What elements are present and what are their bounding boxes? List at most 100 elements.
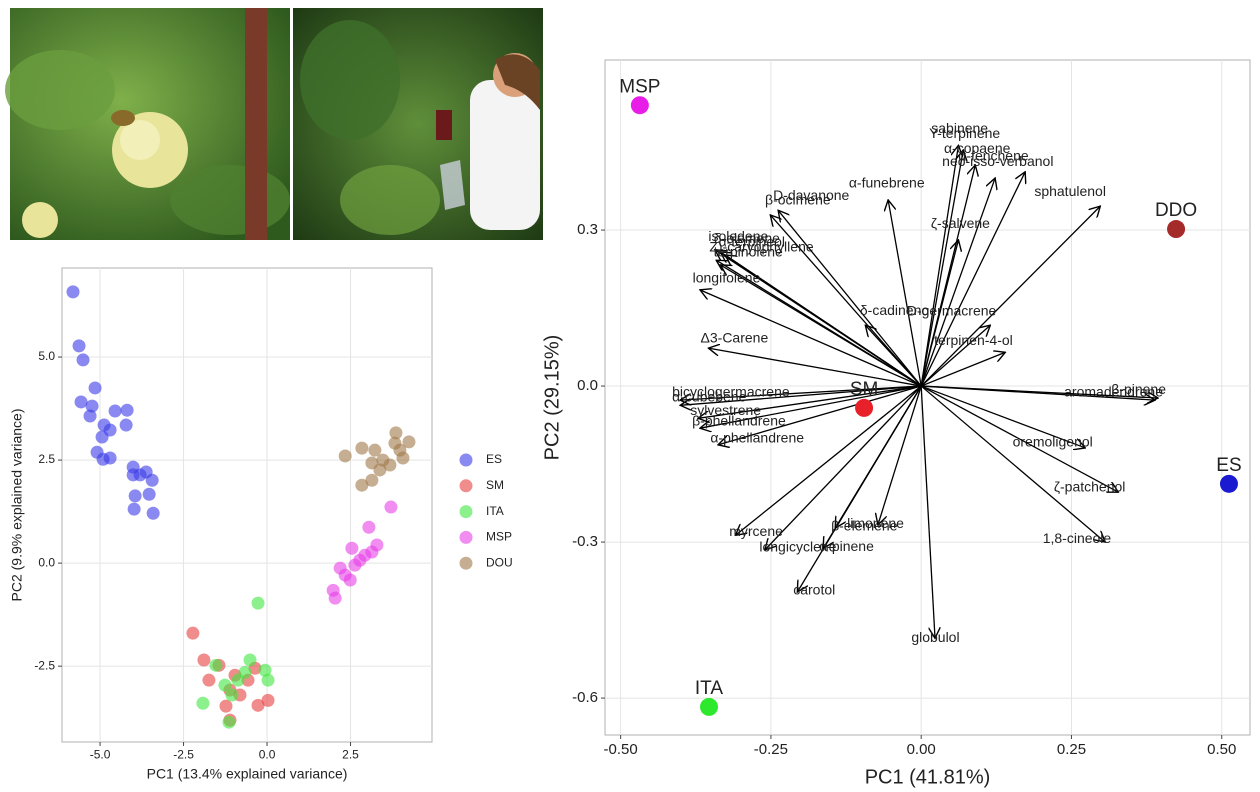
y-tick-label: 0.0 [38, 555, 55, 569]
y-tick-label: 0.3 [577, 221, 598, 238]
legend-swatch [460, 479, 473, 492]
group-centroid [700, 698, 718, 716]
loading-label: α-phellandrene [710, 430, 804, 446]
data-point [104, 452, 117, 465]
data-point [67, 285, 80, 298]
y-tick-label: -0.3 [572, 533, 598, 550]
legend-label: DOU [486, 555, 513, 569]
loading-label: longifolene [693, 269, 761, 285]
loading-label: β-pinene [1111, 381, 1166, 397]
data-point [365, 456, 378, 469]
data-point [344, 574, 357, 587]
group-centroid [1220, 475, 1238, 493]
data-point [362, 521, 375, 534]
data-point [244, 653, 257, 666]
data-point [143, 488, 156, 501]
legend-swatch [460, 531, 473, 544]
data-point [329, 592, 342, 605]
data-point [77, 353, 90, 366]
loading-label: myrcene [729, 523, 783, 539]
y-tick-label: -2.5 [34, 658, 55, 672]
data-point [262, 694, 275, 707]
loading-label: Y-terpinene [929, 125, 1000, 141]
data-point [89, 381, 102, 394]
loading-label: Δ3-Carene [701, 329, 769, 345]
group-label: ITA [695, 678, 723, 699]
data-point [120, 419, 133, 432]
group-label: SM [850, 379, 879, 400]
data-point [209, 659, 222, 672]
group-label: DDO [1155, 200, 1197, 221]
data-point [339, 449, 352, 462]
loading-label: β-ocimene [765, 192, 831, 208]
loading-label: α-funebrene [849, 175, 925, 191]
legend-swatch [460, 454, 473, 467]
data-point [202, 674, 215, 687]
y-axis-title: PC2 (29.15%) [541, 335, 563, 461]
page: -5.0 -2.5 0.0 2.5 -2.5 0.0 2.5 5.0 PC1 (13.4% ex… [0, 0, 1260, 792]
group-centroid [631, 96, 649, 114]
legend-label: SM [486, 478, 504, 492]
data-point [219, 700, 232, 713]
x-axis-title: PC1 (41.81%) [865, 766, 991, 788]
loading-label: globulol [911, 629, 959, 645]
group-label: ES [1216, 455, 1241, 476]
loading-label: ζ-salvene [931, 215, 990, 231]
legend-swatch [460, 557, 473, 570]
data-point [84, 409, 97, 422]
y-tick-label: 0.0 [577, 377, 598, 394]
data-point [109, 405, 122, 418]
y-tick-label: 5.0 [38, 349, 55, 363]
x-tick-label: -0.25 [754, 741, 788, 758]
data-point [104, 423, 117, 436]
data-point [197, 653, 210, 666]
group-centroid [1167, 220, 1185, 238]
photo-bee [5, 8, 290, 240]
y-tick-label: 2.5 [38, 452, 55, 466]
loading-label: terpinen-4-ol [934, 332, 1013, 348]
x-tick-label: -5.0 [90, 747, 111, 761]
data-point [355, 479, 368, 492]
x-tick-label: 2.5 [342, 747, 359, 761]
x-tick-label: -0.50 [604, 741, 638, 758]
legend-label: MSP [486, 530, 512, 544]
loading-label: α-fenchene [958, 147, 1029, 163]
data-point [365, 545, 378, 558]
loading-label: α-cubebene [672, 389, 746, 405]
loading-label: carotol [793, 582, 835, 598]
data-point [393, 444, 406, 457]
data-point [384, 501, 397, 514]
x-tick-label: -2.5 [173, 747, 194, 761]
legend-swatch [460, 505, 473, 518]
x-tick-label: 0.00 [907, 741, 936, 758]
data-point [262, 674, 275, 687]
data-point [348, 559, 361, 572]
x-tick-label: 0.50 [1207, 741, 1236, 758]
y-axis-title: PC2 (9.9% explained variance) [9, 409, 25, 602]
data-point [186, 627, 199, 640]
loading-label: ζ-patchenol [1054, 479, 1126, 495]
data-point [128, 503, 141, 516]
y-tick-label: -0.6 [572, 689, 598, 706]
loading-label: limonene [847, 515, 904, 531]
data-point [73, 339, 86, 352]
x-tick-label: 0.0 [259, 747, 276, 761]
loading-label: δ-cadineno [860, 302, 929, 318]
loading-label: 1,8-cineole [1043, 530, 1112, 546]
group-label: MSP [619, 76, 660, 97]
loading-label: sphatulenol [1034, 183, 1106, 199]
x-axis-title: PC1 (13.4% explained variance) [147, 766, 348, 782]
figure: -5.0 -2.5 0.0 2.5 -2.5 0.0 2.5 5.0 PC1 (13.4% ex… [0, 0, 1260, 792]
data-point [355, 442, 368, 455]
x-tick-label: 0.25 [1057, 741, 1086, 758]
data-point [345, 542, 358, 555]
data-point [129, 489, 142, 502]
data-point [146, 474, 159, 487]
loading-label: terpinolene [714, 243, 783, 259]
data-point [225, 689, 238, 702]
data-point [147, 507, 160, 520]
loading-label: longicyclene [759, 538, 836, 554]
group-centroid [855, 399, 873, 417]
legend-label: ES [486, 452, 502, 466]
photo-collector [293, 8, 543, 240]
